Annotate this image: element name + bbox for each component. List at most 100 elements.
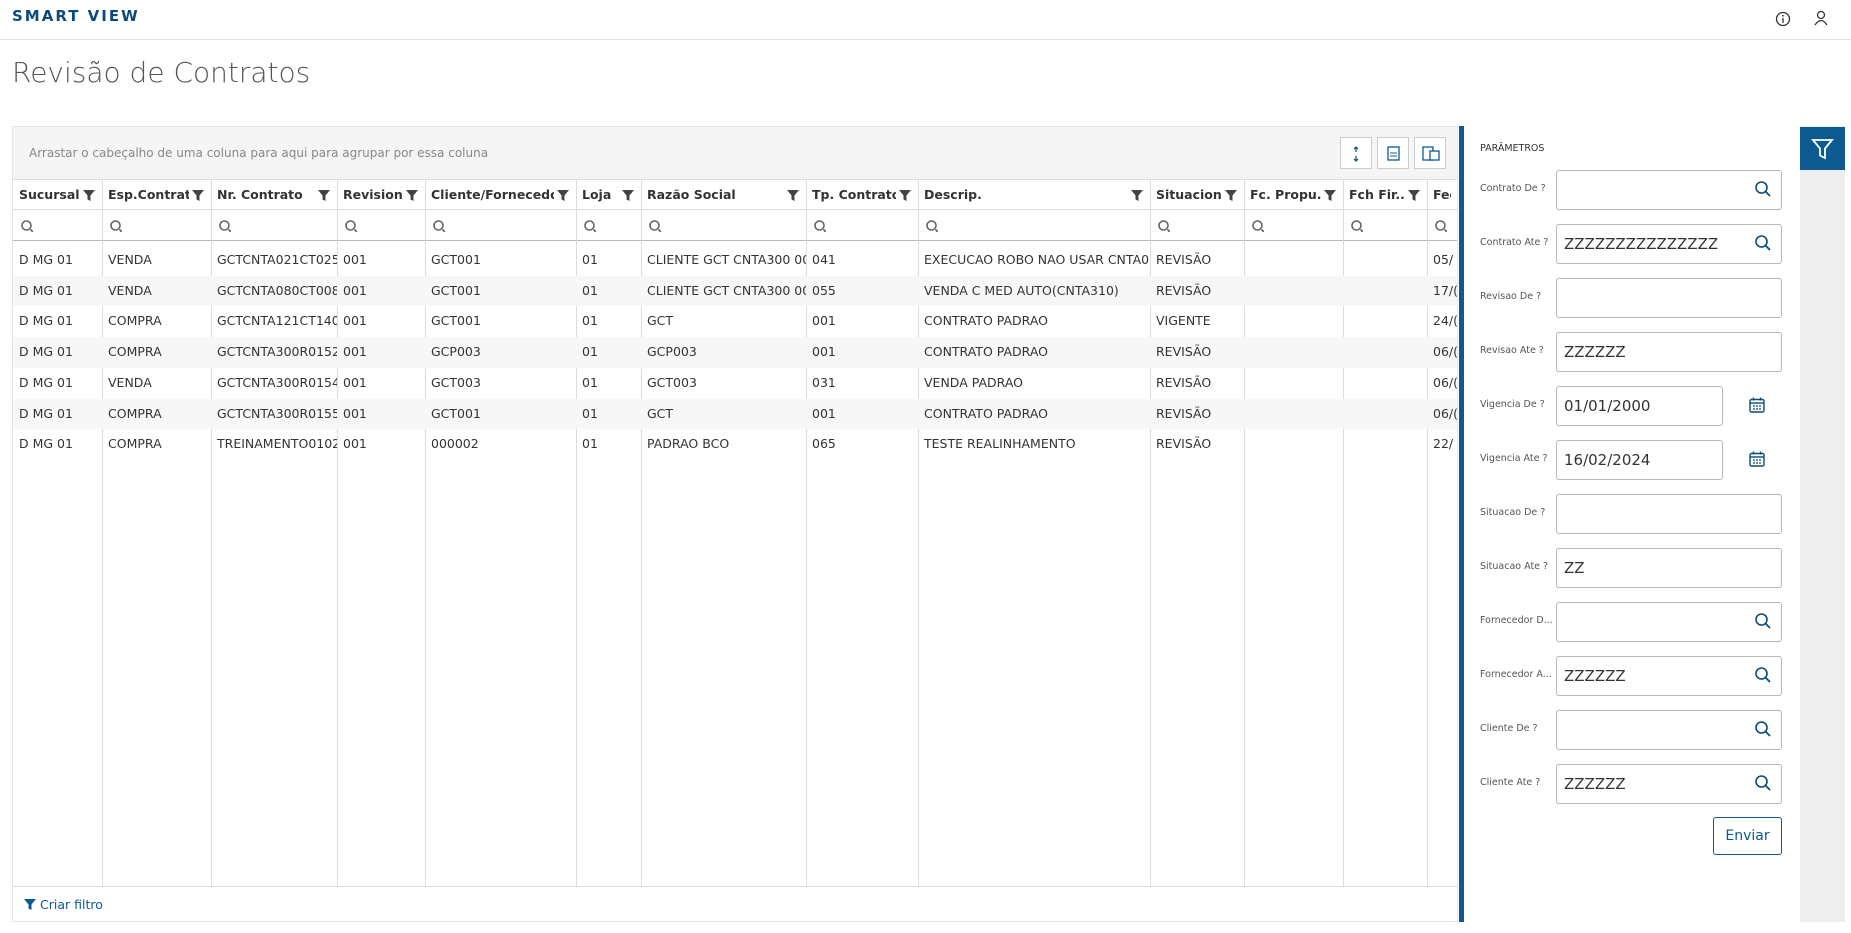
grid-cell[interactable]: 001 <box>343 252 367 267</box>
grid-cell[interactable]: VENDA <box>108 282 152 298</box>
grid-cell[interactable]: GCTCNTA300R0155 <box>217 405 337 421</box>
columns-button[interactable] <box>1414 137 1446 169</box>
grid-cell[interactable]: COMPRA <box>108 405 162 421</box>
grid-cell[interactable]: D MG 01 <box>19 374 73 390</box>
column-header[interactable]: Sucursal <box>19 187 80 202</box>
grid-cell[interactable]: D MG 01 <box>19 405 73 421</box>
grid-cell[interactable]: REVISÃO <box>1156 282 1212 298</box>
calendar-icon[interactable] <box>1748 450 1766 468</box>
grid-cell[interactable]: GCT <box>647 405 674 421</box>
column-search[interactable] <box>1156 218 1170 232</box>
grid-cell[interactable]: GCTCNTA300R0154 <box>217 374 337 390</box>
grid-cell[interactable]: GCT001 <box>431 313 481 329</box>
grid-cell[interactable]: 22/ <box>1433 436 1454 452</box>
grid-cell[interactable]: D MG 01 <box>19 252 73 267</box>
column-header[interactable]: Descrip. <box>924 187 982 202</box>
grid-cell[interactable]: CLIENTE GCT CNTA300 001 <box>647 252 806 267</box>
grid-cell[interactable]: VENDA <box>108 252 152 267</box>
grid-cell[interactable]: VENDA PADRAO <box>924 374 1023 390</box>
grid-cell[interactable]: 05/ <box>1433 252 1454 267</box>
field-input[interactable] <box>1556 494 1782 534</box>
grid-cell[interactable]: GCT001 <box>431 252 481 267</box>
grid-cell[interactable]: 01 <box>582 252 598 267</box>
grid-cell[interactable]: GCTCNTA300R0152 <box>217 344 337 360</box>
search-icon[interactable] <box>1754 774 1772 792</box>
column-filter[interactable] <box>1407 188 1421 202</box>
brand[interactable]: SMART VIEW <box>12 7 140 25</box>
column-search[interactable] <box>19 218 33 232</box>
column-search[interactable] <box>1250 218 1264 232</box>
column-search[interactable] <box>1349 218 1363 232</box>
grid-cell[interactable]: 001 <box>812 405 836 421</box>
grid-cell[interactable]: 031 <box>812 374 836 390</box>
grid-cell[interactable]: D MG 01 <box>19 313 73 329</box>
density-button[interactable] <box>1340 137 1372 169</box>
column-header[interactable]: Fc. Propu... <box>1250 187 1321 202</box>
grid-cell[interactable]: 001 <box>343 405 367 421</box>
filter-icon[interactable] <box>23 897 37 911</box>
grid-cell[interactable]: 01 <box>582 282 598 298</box>
grid-cell[interactable]: REVISÃO <box>1156 436 1212 452</box>
grid-cell[interactable]: D MG 01 <box>19 436 73 452</box>
create-filter[interactable]: Criar filtro <box>40 897 103 912</box>
grid-cell[interactable]: PADRAO BCO <box>647 436 730 452</box>
info-icon[interactable] <box>1775 11 1791 27</box>
grid-cell[interactable]: 041 <box>812 252 836 267</box>
grid-cell[interactable]: CONTRATO PADRAO <box>924 344 1049 360</box>
grid-cell[interactable]: GCP003 <box>431 344 481 360</box>
submit-button[interactable]: Enviar <box>1713 817 1782 855</box>
grid-cell[interactable]: COMPRA <box>108 436 162 452</box>
column-filter[interactable] <box>621 188 635 202</box>
grid-cell[interactable]: EXECUCAO ROBO NAO USAR CNTA021 <box>924 252 1150 267</box>
grid-cell[interactable]: GCT <box>647 313 674 329</box>
column-search[interactable] <box>812 218 826 232</box>
column-filter[interactable] <box>556 188 570 202</box>
field-input[interactable]: ZZZZZZZZZZZZZZZ <box>1556 224 1782 264</box>
grid-cell[interactable]: 01 <box>582 374 598 390</box>
column-header[interactable]: Esp.Contrat. <box>108 187 189 202</box>
field-input[interactable]: ZZZZZZ <box>1556 332 1782 372</box>
grid-cell[interactable]: GCTCNTA021CT025 <box>217 252 337 267</box>
grid-cell[interactable]: VENDA C MED AUTO(CNTA310) <box>924 282 1119 298</box>
field-input[interactable] <box>1556 170 1782 210</box>
column-header[interactable]: Cliente/Fornecedor <box>431 187 554 202</box>
field-input[interactable]: 01/01/2000 <box>1556 386 1723 426</box>
grid-cell[interactable]: GCT003 <box>431 374 481 390</box>
grid-cell[interactable]: 01 <box>582 313 598 329</box>
column-search[interactable] <box>217 218 231 232</box>
column-search[interactable] <box>924 218 938 232</box>
grid-cell[interactable]: 17/( <box>1433 282 1458 298</box>
grid-cell[interactable]: REVISÃO <box>1156 405 1212 421</box>
grid-cell[interactable]: TESTE REALINHAMENTO <box>924 436 1076 452</box>
grid-cell[interactable]: REVISÃO <box>1156 344 1212 360</box>
grid-cell[interactable]: D MG 01 <box>19 282 73 298</box>
grid-cell[interactable]: COMPRA <box>108 344 162 360</box>
filter-toggle[interactable] <box>1800 127 1845 170</box>
field-input[interactable] <box>1556 278 1782 318</box>
grid-cell[interactable]: CLIENTE GCT CNTA300 001 <box>647 282 806 298</box>
column-header[interactable]: Tp. Contrato <box>812 187 896 202</box>
grid-cell[interactable]: REVISÃO <box>1156 252 1212 267</box>
column-header[interactable]: Razão Social <box>647 187 736 202</box>
grid-cell[interactable]: VENDA <box>108 374 152 390</box>
grid-cell[interactable]: 001 <box>812 344 836 360</box>
grid-cell[interactable]: GCTCNTA121CT140 <box>217 313 337 329</box>
column-filter[interactable] <box>1130 188 1144 202</box>
grid-cell[interactable]: 000002 <box>431 436 479 452</box>
grid-cell[interactable]: 06/( <box>1433 405 1458 421</box>
grid-cell[interactable]: 001 <box>343 344 367 360</box>
column-search[interactable] <box>1433 218 1447 232</box>
calendar-icon[interactable] <box>1748 396 1766 414</box>
column-filter[interactable] <box>1224 188 1238 202</box>
column-header[interactable]: Fec <box>1433 187 1451 202</box>
column-filter[interactable] <box>191 188 205 202</box>
column-search[interactable] <box>108 218 122 232</box>
grid-cell[interactable]: CONTRATO PADRAO <box>924 313 1049 329</box>
grid-cell[interactable]: GCT001 <box>431 282 481 298</box>
grid-cell[interactable]: REVISÃO <box>1156 374 1212 390</box>
field-input[interactable]: 16/02/2024 <box>1556 440 1723 480</box>
splitter[interactable] <box>1459 126 1464 922</box>
column-header[interactable]: Nr. Contrato <box>217 187 303 202</box>
grid-cell[interactable]: TREINAMENTO0102 <box>217 436 337 452</box>
column-filter[interactable] <box>82 188 96 202</box>
